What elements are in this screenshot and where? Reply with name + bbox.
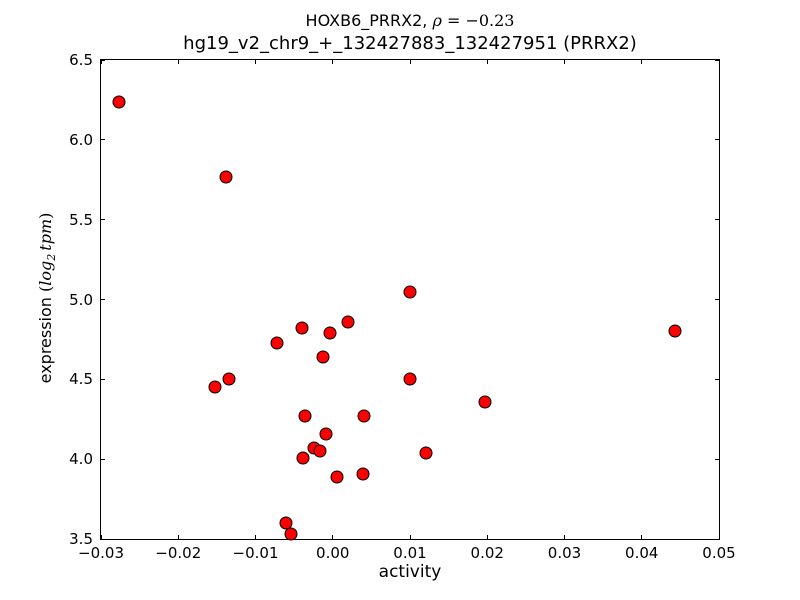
title-gene-pair: HOXB6_PRRX2, <box>305 11 433 30</box>
x-tick-mark <box>718 535 720 539</box>
x-tick-mark-top <box>486 60 488 64</box>
y-tick-mark <box>101 378 105 380</box>
y-tick-mark <box>101 59 105 61</box>
data-point <box>330 470 344 484</box>
chart-title: HOXB6_PRRX2, ρ = −0.23 <box>100 11 720 30</box>
data-point <box>478 395 492 409</box>
title-rho-value: = −0.23 <box>441 11 515 30</box>
data-point <box>208 380 222 394</box>
y-tick-label: 6.0 <box>69 130 93 149</box>
x-tick-mark <box>100 535 102 539</box>
y-tick-mark <box>101 458 105 460</box>
y-axis-label-paren-close: ) <box>35 212 55 219</box>
x-tick-mark <box>486 535 488 539</box>
y-tick-mark <box>101 219 105 221</box>
data-point <box>313 444 327 458</box>
y-axis-label-log-sub: 2 <box>45 253 59 261</box>
x-tick-mark-top <box>177 60 179 64</box>
x-tick-mark <box>255 535 256 539</box>
x-tick-label: 0.04 <box>625 544 659 562</box>
data-point <box>284 527 298 541</box>
y-tick-mark-right <box>715 139 719 141</box>
y-tick-mark <box>101 538 105 540</box>
data-point <box>357 409 371 423</box>
y-axis-label-text: expression <box>35 291 55 384</box>
plot-area: −0.03 −0.02 −0.01 0.00 0.01 0.02 0.03 0.04 0.05 3… <box>69 51 736 562</box>
data-point <box>316 350 330 364</box>
data-point <box>419 446 433 460</box>
y-tick-mark-right <box>715 219 719 221</box>
x-tick-label: 0.00 <box>316 544 350 562</box>
x-tick-label: 0.01 <box>393 544 427 562</box>
data-point <box>403 285 417 299</box>
y-tick-mark-right <box>715 458 719 460</box>
data-point <box>270 336 284 350</box>
x-tick-label: −0.02 <box>155 544 202 562</box>
y-tick-mark-right <box>715 378 719 380</box>
y-tick-mark-right <box>715 538 719 540</box>
x-tick-mark-top <box>332 60 334 64</box>
data-point <box>323 326 337 340</box>
y-tick-label: 6.5 <box>69 51 93 69</box>
y-axis-label-log: log <box>35 260 55 286</box>
data-point <box>298 409 312 423</box>
data-point <box>222 372 236 386</box>
data-point <box>295 321 309 335</box>
x-tick-mark-top <box>100 60 102 64</box>
y-tick-mark <box>101 139 105 141</box>
y-tick-mark-right <box>715 59 719 61</box>
data-point <box>668 324 682 338</box>
data-point <box>296 451 310 465</box>
y-tick-label: 3.5 <box>69 530 93 548</box>
chart-subtitle: hg19_v2_chr9_+_132427883_132427951 (PRRX… <box>183 33 637 54</box>
x-tick-label: 0.03 <box>547 544 582 562</box>
x-tick-label: −0.03 <box>78 544 124 562</box>
x-tick-label: −0.01 <box>232 544 279 562</box>
x-tick-label: 0.05 <box>702 544 736 562</box>
x-tick-mark-top <box>718 60 720 64</box>
y-tick-label: 4.5 <box>69 370 93 389</box>
data-point <box>356 467 370 481</box>
data-point <box>403 372 417 386</box>
title-rho-symbol: ρ <box>432 11 442 30</box>
x-tick-mark <box>409 535 411 539</box>
y-tick-mark-right <box>715 299 719 300</box>
x-axis-label: activity <box>378 562 442 582</box>
x-tick-label: 0.02 <box>470 544 504 562</box>
y-axis-label-tpm: tpm <box>35 218 55 251</box>
x-tick-mark-top <box>641 60 643 64</box>
data-point <box>112 95 126 108</box>
y-tick-label: 5.5 <box>69 210 93 229</box>
x-tick-mark <box>332 535 334 539</box>
data-point <box>341 315 355 329</box>
x-tick-mark-top <box>409 60 411 64</box>
data-point <box>319 427 333 441</box>
x-tick-mark-top <box>255 60 256 64</box>
x-tick-mark <box>177 535 179 539</box>
y-axis-label: expression (log2 tpm) <box>36 213 58 384</box>
y-tick-mark <box>101 299 105 300</box>
y-tick-label: 4.0 <box>69 450 93 469</box>
y-tick-label: 5.0 <box>69 290 93 309</box>
x-tick-mark-top <box>564 60 565 64</box>
x-tick-mark <box>641 535 643 539</box>
x-tick-mark <box>564 535 565 539</box>
data-point <box>219 170 233 184</box>
y-axis-label-paren-open: ( <box>35 285 55 292</box>
